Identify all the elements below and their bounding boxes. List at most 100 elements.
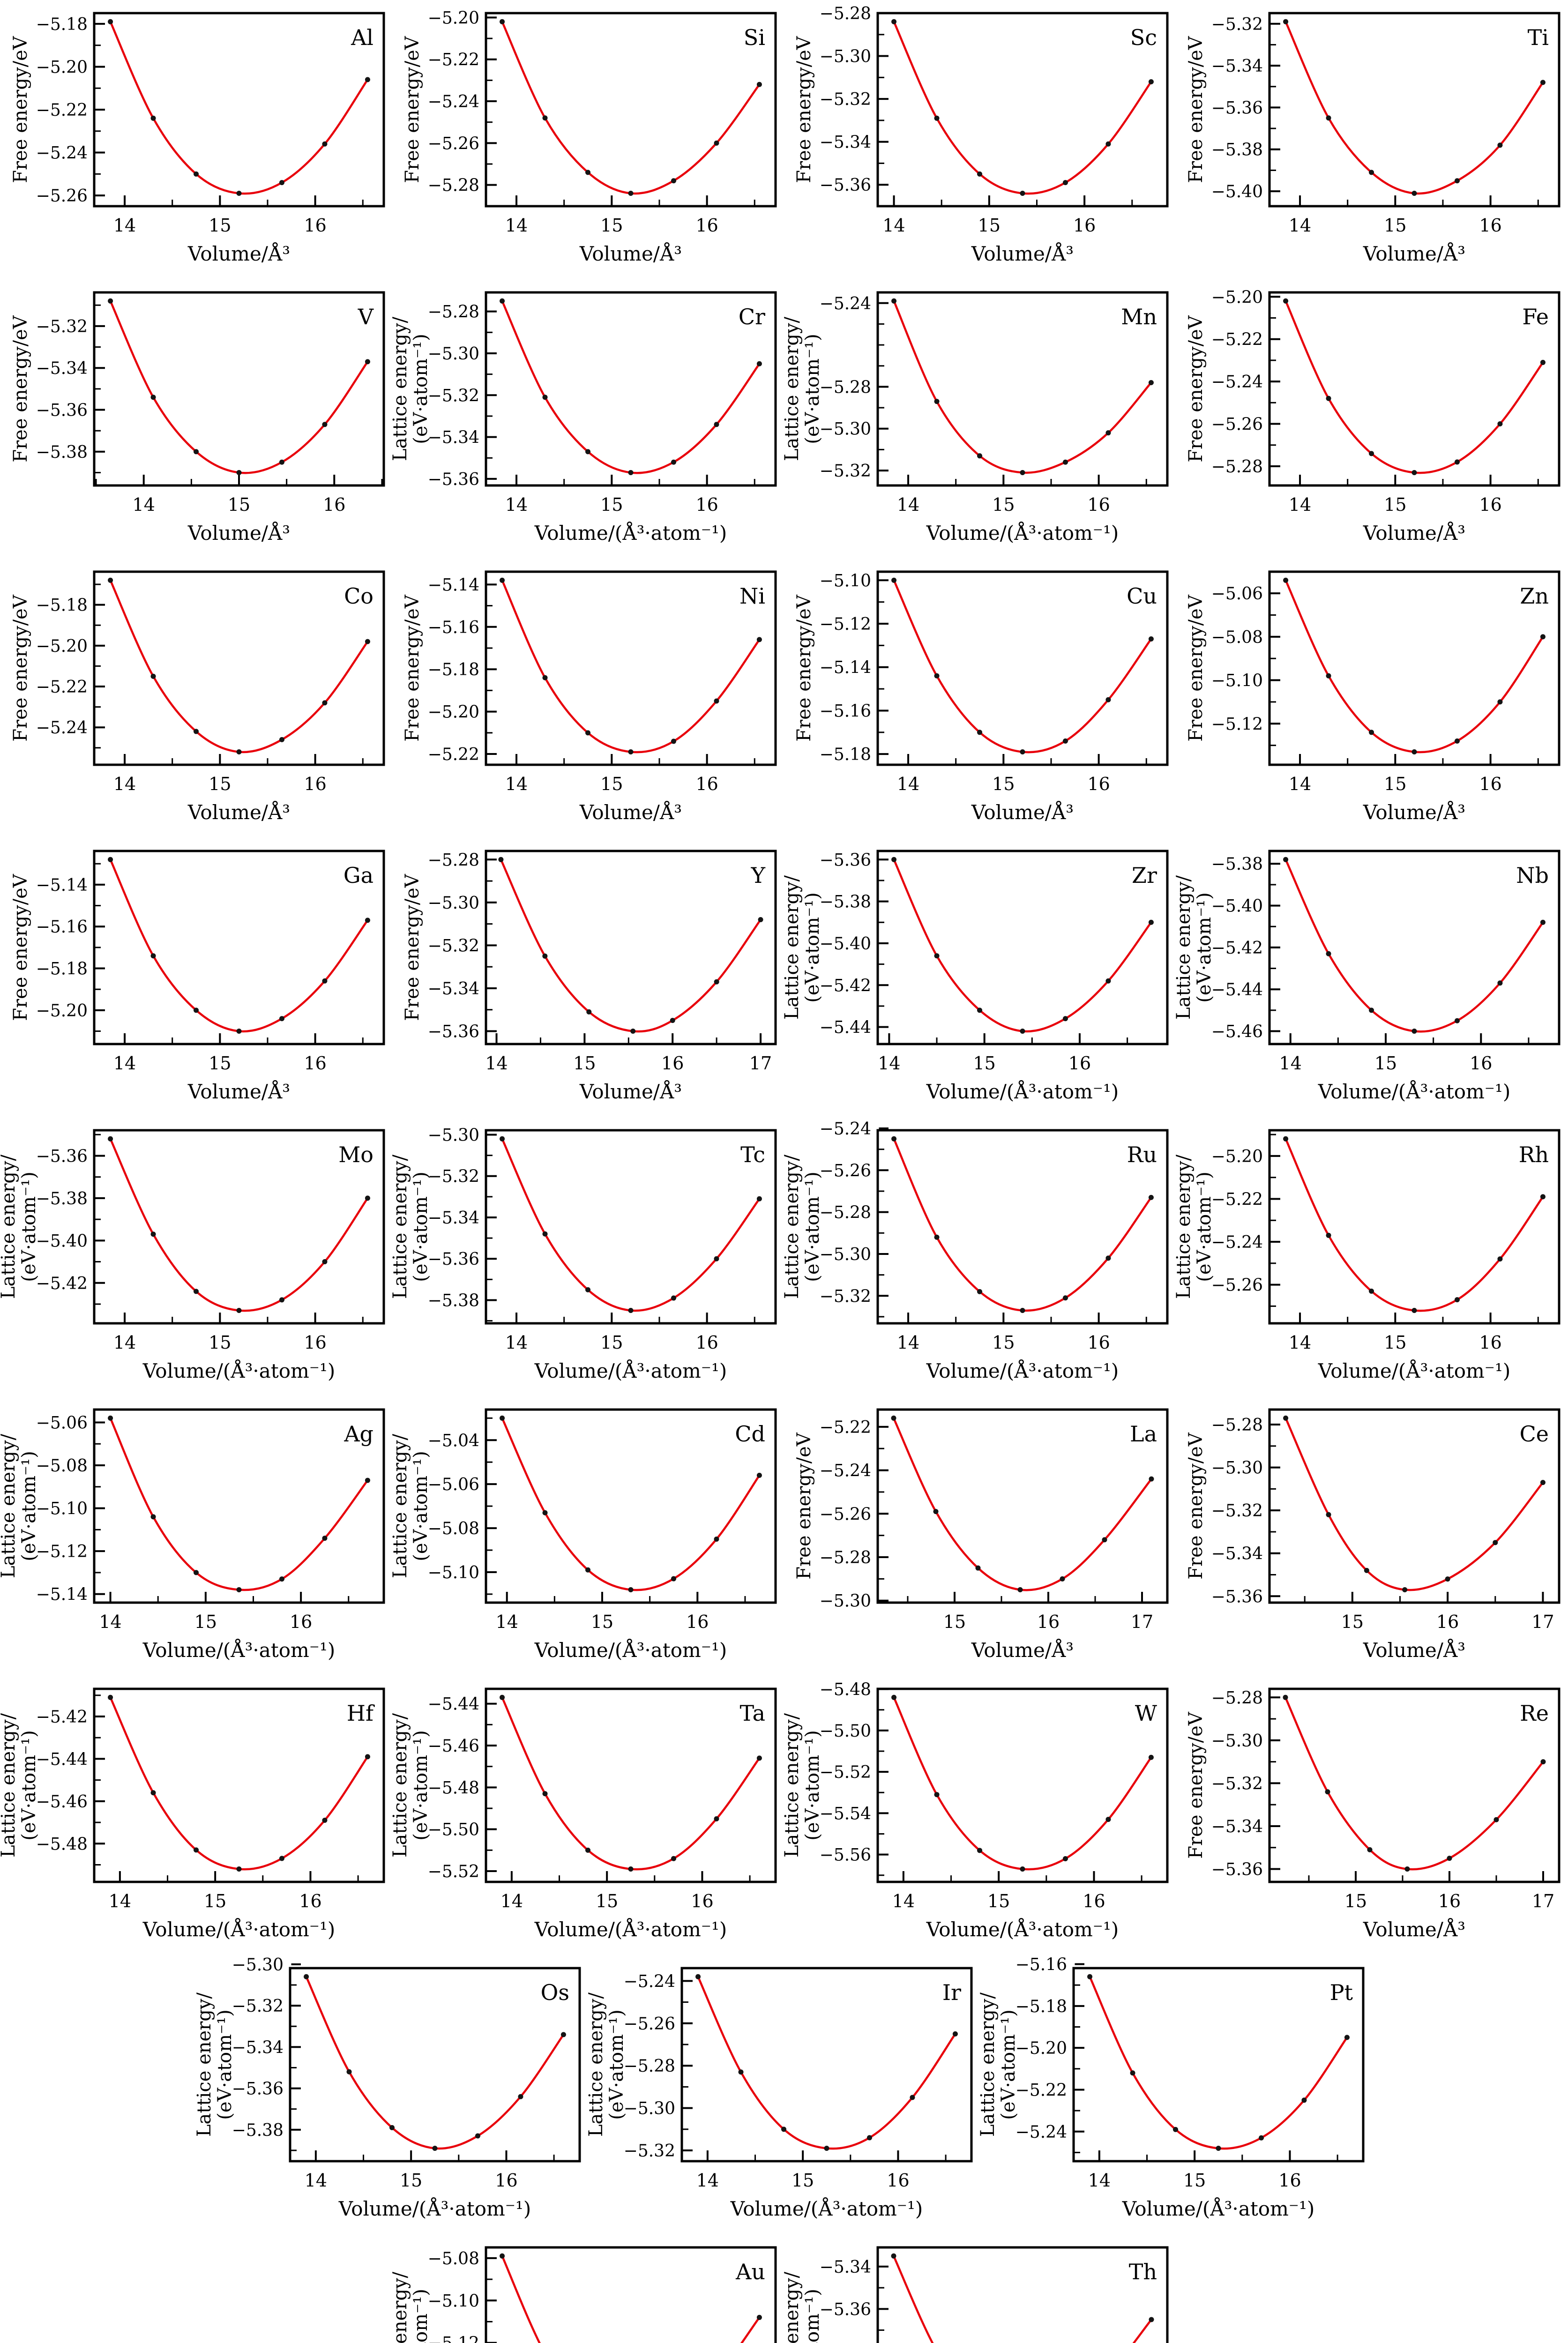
data-point [500, 1415, 505, 1421]
data-point [891, 857, 897, 862]
y-axis-label: Lattice energy/ [196, 1992, 215, 2137]
x-tick-label: 16 [304, 215, 326, 236]
y-axis-label: Free energy/eV [10, 36, 31, 183]
y-tick-label: −5.40 [1211, 897, 1263, 916]
data-point [1283, 1415, 1289, 1421]
y-tick-label: −5.18 [1015, 1997, 1067, 2016]
energy-volume-curve [109, 300, 369, 474]
plot-frame [1268, 12, 1561, 208]
x-tick-label: 15 [591, 1612, 613, 1632]
panel-W: −5.48 −5.50 −5.52 −5.54 −5.56 14 15 16 W Lattice … [781, 1676, 1176, 1955]
y-axis-label: (eV·atom⁻¹) [1194, 892, 1215, 1003]
data-point [1447, 1856, 1452, 1861]
data-point [108, 577, 113, 583]
x-axis-label: Volume/Å³ [971, 242, 1074, 265]
data-point [279, 737, 284, 742]
data-point [891, 19, 897, 24]
data-point [194, 1570, 199, 1575]
data-point [236, 470, 242, 476]
data-point [322, 141, 328, 147]
data-point [714, 422, 719, 427]
y-tick-label: −5.10 [36, 1500, 88, 1519]
data-point [1062, 1295, 1068, 1301]
data-point [891, 1415, 896, 1421]
energy-volume-curve [109, 1418, 369, 1591]
chart-Os: −5.30 −5.32 −5.34 −5.36 −5.38 14 15 16 Os Lattice… [194, 1955, 581, 2220]
data-point [1497, 142, 1503, 148]
x-axis-label: Volume/(Å³·atom⁻¹) [142, 1638, 335, 1662]
element-label: Cr [739, 304, 765, 329]
data-point [756, 1472, 762, 1478]
data-point [1454, 1018, 1460, 1023]
data-point [1411, 1029, 1417, 1034]
x-axis-label: Volume/Å³ [1363, 1638, 1465, 1662]
element-label: Ni [739, 583, 765, 609]
y-tick-label: −5.32 [232, 1997, 284, 2016]
chart-Y: −5.28 −5.30 −5.32 −5.34 −5.36 14 15 16 17 Y Free e… [402, 850, 777, 1103]
data-point [542, 1791, 548, 1797]
chart-Ru: −5.24 −5.26 −5.28 −5.30 −5.32 14 15 16 Ru Lattice… [781, 1119, 1169, 1382]
chart-Au: −5.08−5.10−5.12−5.14−5.16141516AuLattice… [389, 2246, 777, 2343]
y-tick-label: −5.26 [820, 1505, 871, 1524]
data-point [432, 2146, 438, 2151]
energy-volume-curve [893, 859, 1152, 1033]
data-point [542, 953, 548, 959]
x-tick-label: 14 [99, 1612, 121, 1632]
x-tick-label: 14 [505, 494, 528, 515]
x-tick-label: 16 [304, 1053, 326, 1074]
x-axis-label: Volume/(Å³·atom⁻¹) [534, 1359, 727, 1382]
x-axis-label: Volume/Å³ [1363, 242, 1465, 265]
y-tick-label: −5.34 [820, 133, 871, 152]
y-tick-label: −5.22 [1211, 330, 1263, 350]
chart-Zr: −5.36 −5.38 −5.40 −5.42 −5.44 14 15 16 Zr Lattice… [781, 850, 1169, 1103]
y-tick-label: −5.36 [1211, 1587, 1263, 1606]
data-point [1454, 738, 1460, 744]
y-tick-label: −5.30 [820, 1245, 871, 1264]
data-point [695, 1974, 701, 1979]
x-tick-label: 15 [1341, 1612, 1364, 1632]
y-tick-label: −5.08 [428, 2249, 479, 2268]
energy-volume-curve [501, 300, 761, 474]
y-tick-label: −5.20 [36, 637, 88, 656]
chart-La: −5.22 −5.24 −5.26 −5.28 −5.30 15 16 17 La Free en… [793, 1408, 1169, 1662]
energy-volume-curve [500, 859, 762, 1033]
x-tick-label: 16 [1068, 1053, 1091, 1074]
data-point [1020, 1029, 1025, 1034]
data-point [365, 359, 370, 365]
data-point [1367, 1847, 1373, 1852]
data-point [1105, 1817, 1111, 1822]
x-tick-label: 16 [1479, 494, 1501, 515]
energy-volume-curve [892, 1418, 1152, 1591]
data-point [1497, 421, 1503, 427]
data-point [1404, 1866, 1410, 1872]
data-point [1369, 730, 1374, 735]
chart-Sc: −5.28 −5.30 −5.32 −5.34 −5.36 14 15 16 Sc Free en… [793, 4, 1169, 265]
y-axis-label: (eV·atom⁻¹) [802, 1172, 823, 1282]
y-axis-label: (eV·atom⁻¹) [18, 1172, 40, 1282]
x-axis-label: Volume/(Å³·atom⁻¹) [1318, 1080, 1510, 1103]
y-tick-label: −5.08 [1211, 628, 1263, 647]
y-axis-label: Lattice energy/ [784, 875, 803, 1020]
data-point [1148, 1194, 1154, 1200]
data-point [977, 1848, 983, 1853]
data-point [756, 1196, 762, 1201]
data-point [542, 675, 548, 680]
x-tick-label: 15 [600, 1332, 623, 1353]
y-axis-label: Free energy/eV [793, 594, 815, 742]
data-point [714, 979, 719, 985]
data-point [1087, 1974, 1093, 1979]
data-point [1497, 1256, 1503, 1262]
energy-volume-curve [109, 1138, 369, 1312]
y-tick-label: −5.28 [428, 851, 479, 870]
x-tick-label: 16 [304, 1332, 326, 1353]
x-tick-label: 16 [695, 1332, 718, 1353]
x-axis-label: Volume/(Å³·atom⁻¹) [926, 521, 1119, 545]
energy-volume-curve [501, 2255, 761, 2343]
x-tick-label: 16 [691, 1891, 713, 1911]
data-point [279, 1576, 284, 1582]
data-point [1283, 1694, 1288, 1700]
data-point [1540, 359, 1546, 365]
data-point [756, 637, 762, 642]
x-tick-label: 15 [204, 1891, 226, 1911]
y-tick-label: −5.36 [428, 1022, 479, 1042]
